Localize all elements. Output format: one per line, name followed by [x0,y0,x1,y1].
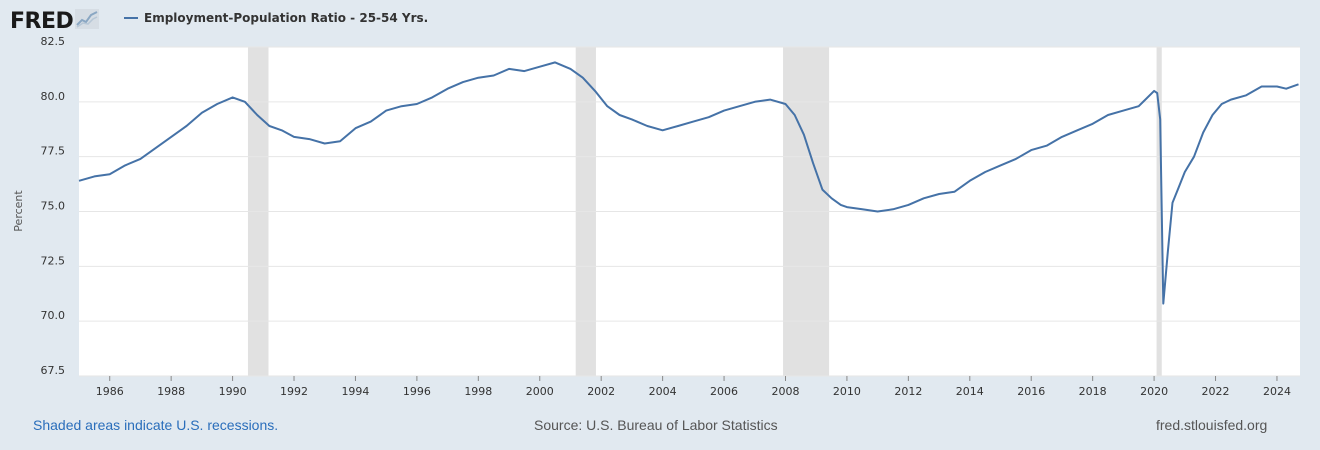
y-tick-label: 80.0 [41,90,66,103]
y-tick-label: 67.5 [41,364,66,377]
logo-text: FRED [10,8,74,34]
series-line [78,61,1299,305]
y-tick-label: 75.0 [41,200,66,213]
x-tick-label: 2018 [1079,385,1107,398]
y-tick-label: 82.5 [41,35,66,48]
x-tick-label: 2004 [649,385,677,398]
legend-swatch [124,17,138,19]
fred-logo[interactable]: FRED [10,6,100,36]
x-tick-label: 2022 [1202,385,1230,398]
x-tick-label: 1986 [96,385,124,398]
x-tick-label: 1992 [280,385,308,398]
source-text: Source: U.S. Bureau of Labor Statistics [534,417,778,433]
x-tick-label: 2016 [1017,385,1045,398]
x-tick-label: 2012 [894,385,922,398]
x-tick-label: 1996 [403,385,431,398]
chart-trend-icon [75,8,100,34]
y-axis-label: Percent [12,190,25,232]
x-tick-label: 2008 [771,385,799,398]
x-tick-label: 1990 [219,385,247,398]
x-tick-label: 2010 [833,385,861,398]
chart-legend: Employment-Population Ratio - 25-54 Yrs. [124,11,428,25]
y-tick-label: 72.5 [41,254,66,267]
y-tick-label: 70.0 [41,309,66,322]
legend-label: Employment-Population Ratio - 25-54 Yrs. [144,11,429,25]
x-tick-label: 1988 [157,385,185,398]
recession-note-link[interactable]: Shaded areas indicate U.S. recessions. [33,417,279,433]
x-tick-label: 1998 [464,385,492,398]
x-tick-label: 2002 [587,385,615,398]
y-tick-label: 77.5 [41,145,66,158]
fred-url-text: fred.stlouisfed.org [1156,417,1268,433]
x-tick-label: 2006 [710,385,738,398]
x-tick-label: 1994 [341,385,369,398]
x-tick-label: 2024 [1263,385,1291,398]
line-chart: 67.5 70.0 72.5 75.0 77.5 80.0 82.5 1986 1988 199… [12,35,1300,398]
x-tick-label: 2014 [956,385,984,398]
x-tick-label: 2000 [526,385,554,398]
x-tick-label: 2020 [1140,385,1168,398]
